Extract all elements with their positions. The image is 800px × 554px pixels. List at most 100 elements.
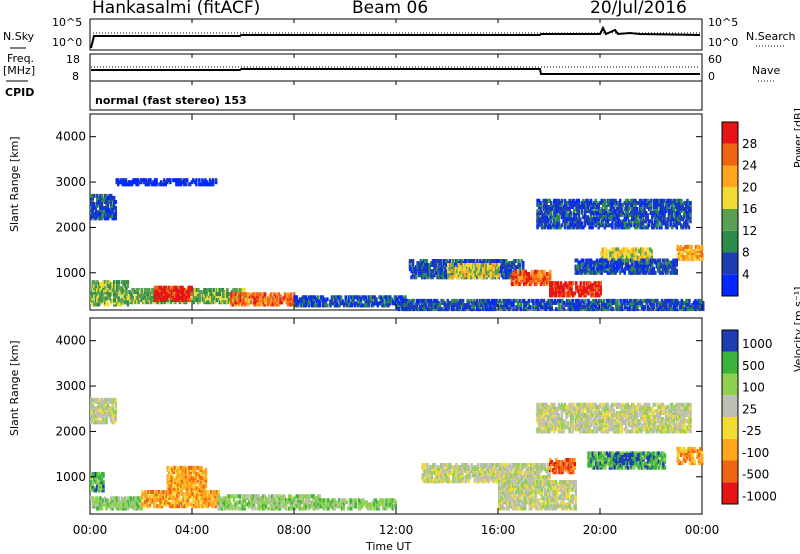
range-gate-cell bbox=[623, 213, 626, 218]
range-gate-cell bbox=[593, 281, 596, 286]
range-gate-cell bbox=[488, 265, 491, 270]
range-gate-cell bbox=[614, 270, 617, 275]
range-gate-cell bbox=[600, 215, 603, 220]
range-gate-cell bbox=[385, 301, 389, 306]
range-gate-cell bbox=[114, 414, 117, 419]
range-gate-cell bbox=[396, 297, 399, 302]
range-gate-cell bbox=[644, 215, 648, 220]
range-gate-cell bbox=[595, 219, 599, 224]
range-gate-cell bbox=[477, 269, 481, 274]
range-gate-cell bbox=[538, 276, 541, 280]
range-gate-cell bbox=[303, 301, 306, 306]
range-gate-cell bbox=[600, 264, 603, 269]
range-gate-cell bbox=[491, 259, 494, 263]
range-gate-cell bbox=[597, 211, 600, 216]
range-gate-cell bbox=[548, 213, 551, 218]
range-gate-cell bbox=[652, 205, 655, 209]
range-gate-cell bbox=[164, 285, 167, 290]
range-gate-cell bbox=[687, 225, 691, 230]
range-gate-cell bbox=[616, 253, 620, 258]
range-gate-cell bbox=[596, 287, 599, 292]
range-gate-cell bbox=[408, 259, 412, 263]
range-gate-cell bbox=[120, 296, 124, 301]
range-gate-cell bbox=[565, 200, 568, 205]
range-gate-cell bbox=[427, 263, 430, 267]
range-gate-cell bbox=[627, 255, 630, 260]
range-gate-cell bbox=[607, 249, 611, 254]
power-region bbox=[153, 285, 193, 302]
range-gate-cell bbox=[425, 265, 429, 270]
range-gate-cell bbox=[594, 217, 597, 222]
range-gate-cell bbox=[126, 296, 130, 301]
range-gate-cell bbox=[589, 258, 593, 263]
range-gate-cell bbox=[568, 200, 571, 205]
range-gate-cell bbox=[164, 289, 167, 294]
range-gate-cell bbox=[667, 198, 671, 203]
range-gate-cell bbox=[131, 288, 134, 292]
range-gate-cell bbox=[181, 180, 184, 185]
range-gate-cell bbox=[182, 291, 186, 296]
range-gate-cell bbox=[262, 300, 265, 305]
range-gate-cell bbox=[547, 198, 550, 203]
range-gate-cell bbox=[592, 200, 596, 205]
range-gate-cell bbox=[640, 202, 643, 207]
range-gate-cell bbox=[672, 217, 675, 222]
range-gate-cell bbox=[166, 287, 169, 292]
range-gate-cell bbox=[658, 200, 662, 205]
range-gate-cell bbox=[270, 300, 273, 305]
range-gate-cell bbox=[582, 200, 585, 205]
range-gate-cell bbox=[591, 283, 595, 288]
range-gate-cell bbox=[588, 209, 591, 214]
range-gate-cell bbox=[585, 200, 588, 205]
range-gate-cell bbox=[118, 180, 122, 185]
range-gate-cell bbox=[682, 249, 686, 253]
range-gate-cell bbox=[256, 292, 259, 297]
range-gate-cell bbox=[462, 267, 465, 272]
range-gate-cell bbox=[231, 298, 235, 303]
range-gate-cell bbox=[612, 207, 616, 211]
range-gate-cell bbox=[242, 298, 245, 303]
range-gate-cell bbox=[612, 209, 616, 214]
range-gate-cell bbox=[626, 264, 629, 269]
range-gate-cell bbox=[102, 284, 105, 289]
range-gate-cell bbox=[294, 295, 297, 300]
range-gate-cell bbox=[639, 255, 643, 260]
range-gate-cell bbox=[190, 287, 193, 292]
range-gate-cell bbox=[550, 200, 553, 205]
range-gate-cell bbox=[621, 268, 625, 273]
range-gate-cell bbox=[151, 292, 154, 297]
range-gate-cell bbox=[585, 219, 588, 224]
range-gate-cell bbox=[170, 291, 174, 296]
range-gate-cell bbox=[326, 297, 329, 302]
range-gate-cell bbox=[384, 303, 387, 308]
range-gate-cell bbox=[634, 198, 637, 203]
range-gate-cell bbox=[486, 259, 490, 263]
range-gate-cell bbox=[558, 303, 561, 307]
range-gate-cell bbox=[178, 285, 181, 290]
range-gate-cell bbox=[580, 200, 584, 205]
range-gate-cell bbox=[638, 249, 641, 254]
range-gate-cell bbox=[609, 270, 613, 275]
range-gate-cell bbox=[606, 260, 610, 265]
range-gate-cell bbox=[226, 292, 229, 297]
range-gate-cell bbox=[611, 211, 614, 216]
range-gate-cell bbox=[526, 280, 529, 285]
range-gate-cell bbox=[675, 200, 678, 205]
range-gate-cell bbox=[530, 273, 534, 278]
range-gate-cell bbox=[114, 397, 117, 402]
range-gate-cell bbox=[602, 298, 605, 303]
range-gate-cell bbox=[150, 182, 154, 187]
range-gate-cell bbox=[537, 223, 541, 228]
range-gate-cell bbox=[581, 285, 584, 290]
range-gate-cell bbox=[129, 292, 133, 297]
range-gate-cell bbox=[445, 273, 448, 278]
range-gate-cell bbox=[359, 297, 363, 302]
range-gate-cell bbox=[634, 202, 637, 207]
range-gate-cell bbox=[262, 292, 265, 297]
range-gate-cell bbox=[652, 200, 655, 205]
range-gate-cell bbox=[273, 302, 276, 307]
range-gate-cell bbox=[125, 290, 128, 295]
range-gate-cell bbox=[635, 209, 639, 214]
range-gate-cell bbox=[618, 251, 621, 256]
range-gate-cell bbox=[657, 219, 660, 224]
